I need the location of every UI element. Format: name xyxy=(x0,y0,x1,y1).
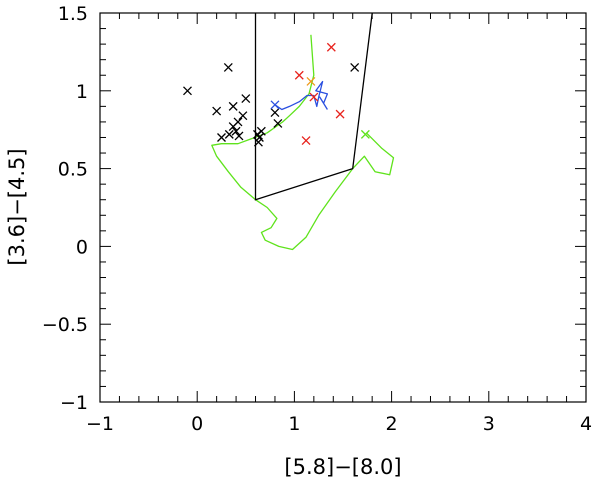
data-point-marker xyxy=(309,92,319,102)
data-point-marker xyxy=(224,129,234,139)
data-point-marker xyxy=(231,126,241,136)
track-line xyxy=(274,80,329,111)
data-point-marker xyxy=(238,111,248,121)
data-point-marker xyxy=(270,100,280,110)
y-axis-label: [3.6]−[4.5] xyxy=(5,148,29,265)
data-point-marker xyxy=(223,63,233,72)
data-point-marker xyxy=(234,131,244,141)
x-tick-label: −1 xyxy=(86,413,114,435)
data-point-marker xyxy=(335,109,345,119)
y-tick-label: 1 xyxy=(76,81,88,103)
x-axis-label: [5.8]−[8.0] xyxy=(284,455,401,479)
data-point-marker xyxy=(326,42,336,52)
y-tick-label: 0 xyxy=(76,236,88,258)
x-tick-label: 2 xyxy=(386,413,398,435)
data-point-marker xyxy=(228,101,238,111)
y-tick-label: 1.5 xyxy=(58,3,88,25)
data-point-marker xyxy=(183,86,192,96)
data-point-marker xyxy=(217,133,226,142)
plot-frame xyxy=(99,12,587,403)
data-point-marker xyxy=(270,108,280,118)
data-point-marker xyxy=(253,137,263,147)
y-tick-label: −1 xyxy=(60,392,88,414)
y-tick-label: −0.5 xyxy=(42,314,88,336)
data-point-marker xyxy=(212,106,222,116)
data-point-marker xyxy=(273,119,283,128)
x-tick-label: 0 xyxy=(191,413,203,435)
data-point-marker xyxy=(350,63,360,72)
data-point-marker xyxy=(294,70,304,80)
region-boundary-line xyxy=(254,12,373,201)
data-point-marker xyxy=(256,126,266,136)
data-point-marker xyxy=(306,77,316,86)
x-tick-label: 1 xyxy=(288,413,300,435)
x-tick-label: 4 xyxy=(580,413,592,435)
data-point-marker xyxy=(241,94,251,104)
data-point-marker xyxy=(228,122,238,132)
x-tick-label: 3 xyxy=(483,413,495,435)
data-point-marker xyxy=(301,136,311,146)
data-point-marker xyxy=(360,129,370,139)
track-line xyxy=(211,34,395,251)
y-tick-label: 0.5 xyxy=(58,159,88,181)
